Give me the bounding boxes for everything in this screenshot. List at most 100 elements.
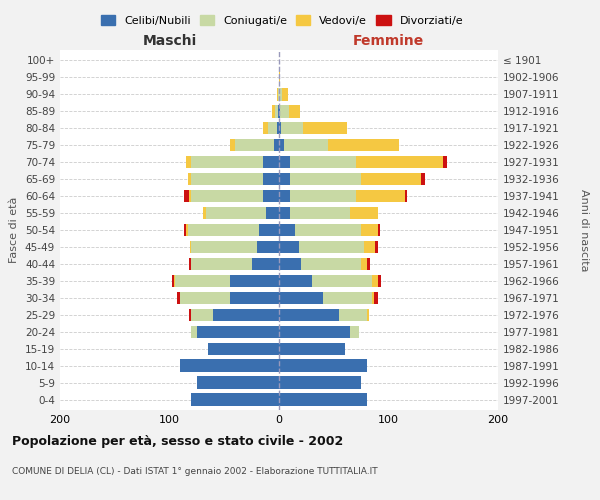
- Bar: [259, 224, 279, 236]
- Bar: [203, 206, 206, 220]
- Bar: [181, 292, 230, 304]
- Bar: [230, 138, 235, 151]
- Y-axis label: Fasce di età: Fasce di età: [10, 197, 19, 263]
- Bar: [301, 258, 361, 270]
- Bar: [290, 156, 356, 168]
- Bar: [376, 240, 377, 254]
- Bar: [405, 190, 407, 202]
- Bar: [191, 326, 197, 338]
- Bar: [268, 122, 277, 134]
- Bar: [189, 308, 191, 322]
- Bar: [188, 224, 259, 236]
- Bar: [350, 206, 377, 220]
- Bar: [280, 105, 289, 118]
- Bar: [175, 274, 230, 287]
- Bar: [206, 206, 266, 220]
- Bar: [364, 240, 376, 254]
- Bar: [361, 172, 421, 186]
- Bar: [272, 105, 275, 118]
- Bar: [290, 172, 361, 186]
- Bar: [184, 190, 189, 202]
- Bar: [186, 224, 188, 236]
- Bar: [174, 274, 175, 287]
- Bar: [191, 394, 279, 406]
- Bar: [367, 308, 369, 322]
- Bar: [172, 274, 174, 287]
- Bar: [279, 88, 282, 101]
- Bar: [191, 172, 263, 186]
- Bar: [282, 88, 288, 101]
- Bar: [279, 122, 281, 134]
- Bar: [279, 274, 312, 287]
- Bar: [289, 105, 300, 118]
- Bar: [372, 274, 377, 287]
- Bar: [189, 258, 191, 270]
- Bar: [197, 376, 279, 389]
- Bar: [214, 308, 279, 322]
- Bar: [279, 156, 290, 168]
- Bar: [356, 190, 405, 202]
- Bar: [312, 274, 372, 287]
- Bar: [303, 122, 347, 134]
- Bar: [189, 190, 191, 202]
- Bar: [277, 88, 278, 101]
- Bar: [263, 156, 279, 168]
- Bar: [279, 224, 295, 236]
- Bar: [275, 105, 278, 118]
- Bar: [284, 138, 328, 151]
- Bar: [279, 342, 345, 355]
- Bar: [323, 292, 372, 304]
- Bar: [191, 258, 251, 270]
- Bar: [295, 224, 361, 236]
- Bar: [421, 172, 425, 186]
- Bar: [377, 224, 380, 236]
- Bar: [279, 240, 299, 254]
- Bar: [278, 88, 279, 101]
- Bar: [184, 224, 186, 236]
- Bar: [191, 156, 263, 168]
- Bar: [191, 240, 257, 254]
- Bar: [279, 105, 280, 118]
- Bar: [279, 190, 290, 202]
- Bar: [188, 172, 191, 186]
- Bar: [279, 206, 290, 220]
- Bar: [339, 308, 367, 322]
- Bar: [279, 394, 367, 406]
- Bar: [186, 156, 191, 168]
- Bar: [191, 308, 214, 322]
- Bar: [279, 326, 350, 338]
- Bar: [263, 190, 279, 202]
- Bar: [281, 122, 303, 134]
- Bar: [177, 292, 181, 304]
- Bar: [367, 258, 370, 270]
- Y-axis label: Anni di nascita: Anni di nascita: [579, 188, 589, 271]
- Legend: Celibi/Nubili, Coniugati/e, Vedovi/e, Divorziati/e: Celibi/Nubili, Coniugati/e, Vedovi/e, Di…: [99, 13, 465, 28]
- Bar: [263, 122, 268, 134]
- Bar: [377, 274, 381, 287]
- Text: Femmine: Femmine: [353, 34, 424, 48]
- Bar: [190, 240, 191, 254]
- Bar: [279, 71, 280, 84]
- Bar: [361, 224, 377, 236]
- Bar: [279, 308, 339, 322]
- Bar: [299, 240, 364, 254]
- Bar: [279, 376, 361, 389]
- Bar: [350, 326, 359, 338]
- Bar: [230, 292, 279, 304]
- Bar: [374, 292, 377, 304]
- Bar: [257, 240, 279, 254]
- Bar: [181, 360, 279, 372]
- Bar: [361, 258, 367, 270]
- Bar: [235, 138, 274, 151]
- Bar: [208, 342, 279, 355]
- Bar: [372, 292, 374, 304]
- Bar: [230, 274, 279, 287]
- Bar: [279, 360, 367, 372]
- Bar: [278, 105, 279, 118]
- Bar: [266, 206, 279, 220]
- Text: Popolazione per età, sesso e stato civile - 2002: Popolazione per età, sesso e stato civil…: [12, 435, 343, 448]
- Bar: [443, 156, 446, 168]
- Bar: [274, 138, 279, 151]
- Bar: [290, 190, 356, 202]
- Bar: [290, 206, 350, 220]
